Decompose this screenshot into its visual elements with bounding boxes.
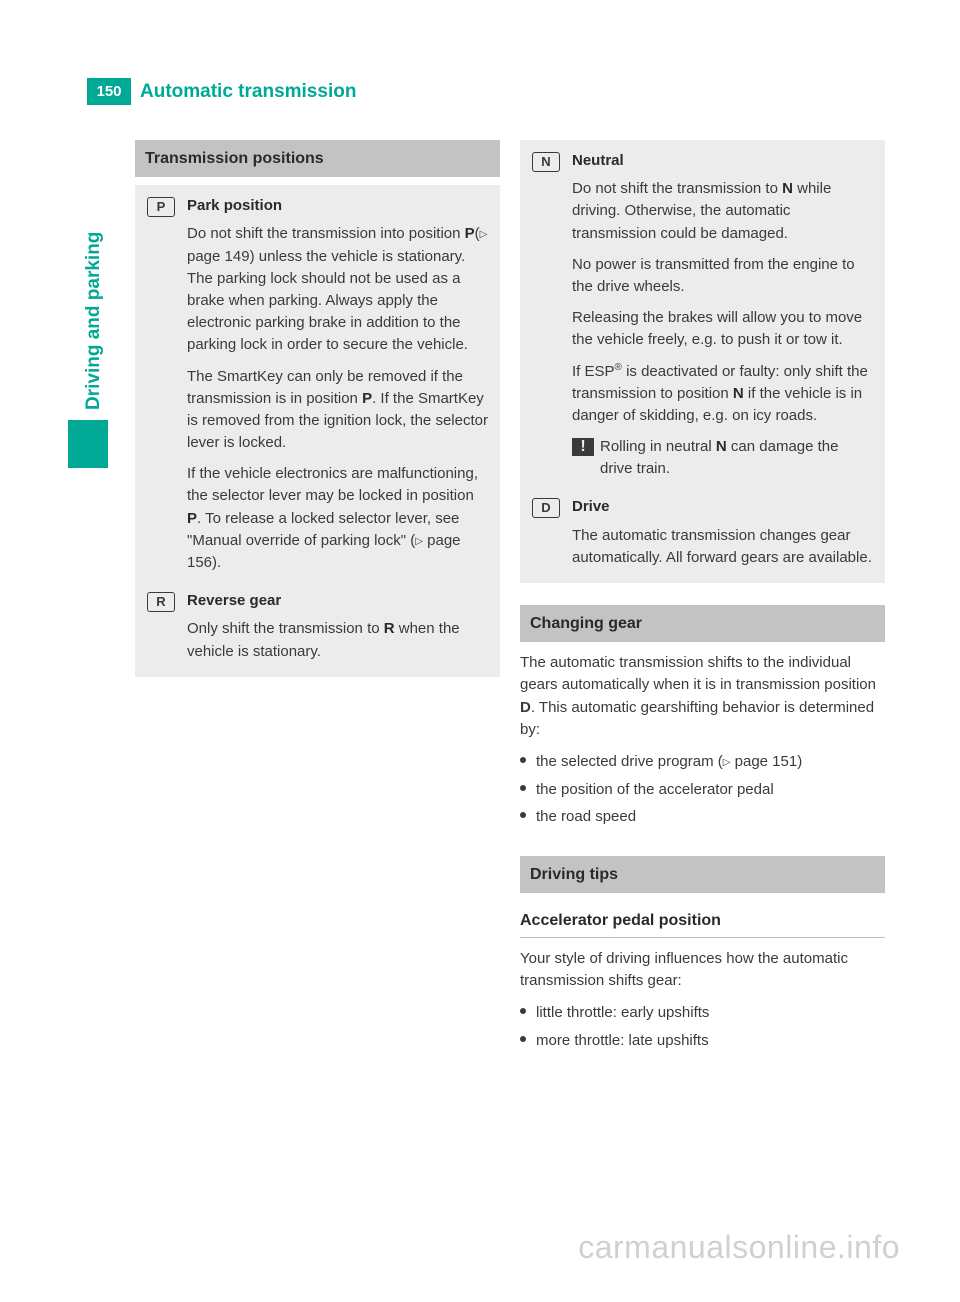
symbol-n: N <box>532 150 572 480</box>
position-n-block: N Neutral Do not shift the transmission … <box>520 140 885 494</box>
section-driving-tips: Driving tips <box>520 856 885 893</box>
right-column: N Neutral Do not shift the transmission … <box>520 140 885 1057</box>
page-number: 150 <box>87 78 131 105</box>
n-warning-text: Rolling in neutral N can damage the driv… <box>600 436 873 480</box>
pageref-icon: ▷ <box>415 536 423 547</box>
side-tab-block <box>68 420 108 468</box>
side-tab-label: Driving and parking <box>80 232 108 410</box>
position-r-text: Reverse gear Only shift the transmission… <box>187 590 488 663</box>
pageref-icon: ▷ <box>480 229 488 240</box>
n-para2: No power is transmitted from the engine … <box>572 254 873 298</box>
n-warning: ! Rolling in neutral N can damage the dr… <box>572 436 873 480</box>
position-d-block: D Drive The automatic transmission chang… <box>520 494 885 583</box>
p-para3: If the vehicle electronics are malfuncti… <box>187 463 488 574</box>
changing-bullet-1: the selected drive program (▷ page 151) <box>520 751 885 773</box>
position-p-text: Park position Do not shift the transmiss… <box>187 195 488 574</box>
side-tab: Driving and parking <box>68 140 108 470</box>
d-para1: The automatic transmission changes gear … <box>572 525 873 569</box>
section-changing-gear: Changing gear <box>520 605 885 642</box>
n-para1: Do not shift the transmission to N while… <box>572 178 873 245</box>
changing-bullet-3: the road speed <box>520 806 885 828</box>
symbol-p: P <box>147 195 187 574</box>
changing-gear-para: The automatic transmission shifts to the… <box>520 652 885 741</box>
position-r-block: R Reverse gear Only shift the transmissi… <box>135 588 500 677</box>
position-n-text: Neutral Do not shift the transmission to… <box>572 150 873 480</box>
p-para1: Do not shift the transmission into posit… <box>187 223 488 356</box>
tips-bullet-2: more throttle: late upshifts <box>520 1030 885 1052</box>
tips-para: Your style of driving influences how the… <box>520 948 885 992</box>
n-title: Neutral <box>572 150 873 172</box>
changing-bullet-2: the position of the accelerator pedal <box>520 779 885 801</box>
tips-bullet-1: little throttle: early upshifts <box>520 1002 885 1024</box>
r-title: Reverse gear <box>187 590 488 612</box>
watermark: carmanualsonline.info <box>578 1224 900 1270</box>
tips-subheading: Accelerator pedal position <box>520 909 885 937</box>
symbol-r-box: R <box>147 592 175 612</box>
chapter-title: Automatic transmission <box>140 78 356 105</box>
p-title: Park position <box>187 195 488 217</box>
symbol-d-box: D <box>532 498 560 518</box>
symbol-p-box: P <box>147 197 175 217</box>
p-para2: The SmartKey can only be removed if the … <box>187 366 488 455</box>
r-para1: Only shift the transmission to R when th… <box>187 618 488 662</box>
n-para3: Releasing the brakes will allow you to m… <box>572 307 873 351</box>
position-d-text: Drive The automatic transmission changes… <box>572 496 873 569</box>
d-title: Drive <box>572 496 873 518</box>
symbol-r: R <box>147 590 187 663</box>
left-column: Transmission positions P Park position D… <box>135 140 500 677</box>
section-transmission-positions: Transmission positions <box>135 140 500 177</box>
n-para4: If ESP® is deactivated or faulty: only s… <box>572 361 873 428</box>
symbol-n-box: N <box>532 152 560 172</box>
symbol-d: D <box>532 496 572 569</box>
position-p-block: P Park position Do not shift the transmi… <box>135 185 500 588</box>
warning-icon: ! <box>572 438 594 456</box>
